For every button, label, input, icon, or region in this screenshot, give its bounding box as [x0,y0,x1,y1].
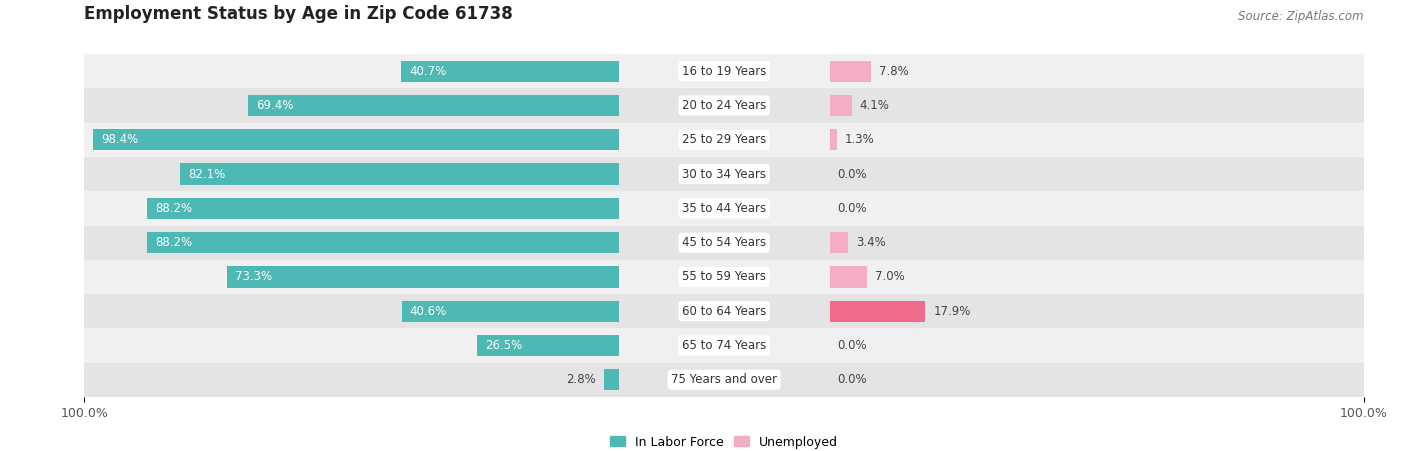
Bar [619,260,830,294]
Text: 0.0%: 0.0% [838,168,868,180]
Bar [830,129,837,151]
Bar [226,266,619,288]
Bar [84,226,619,260]
Bar [84,363,619,397]
Bar [84,123,619,157]
Text: 7.0%: 7.0% [875,271,905,283]
Text: 30 to 34 Years: 30 to 34 Years [682,168,766,180]
Bar [84,328,619,363]
Text: 26.5%: 26.5% [485,339,522,352]
Bar [401,60,619,82]
Text: 88.2%: 88.2% [156,202,193,215]
Bar [247,95,619,116]
Bar [477,335,619,356]
Text: Source: ZipAtlas.com: Source: ZipAtlas.com [1239,9,1364,23]
Bar [619,123,830,157]
Bar [619,294,830,328]
Text: 2.8%: 2.8% [565,373,596,386]
Bar [402,300,619,322]
Text: 1.3%: 1.3% [845,133,875,146]
Bar [84,157,619,191]
Bar [619,88,830,123]
Text: 82.1%: 82.1% [188,168,225,180]
Bar [830,266,868,288]
Bar [93,129,619,151]
Bar [84,54,619,88]
Text: 16 to 19 Years: 16 to 19 Years [682,65,766,78]
Text: 17.9%: 17.9% [934,305,970,318]
Bar [619,54,830,88]
Bar [830,191,1364,226]
Text: 73.3%: 73.3% [235,271,273,283]
Text: 40.6%: 40.6% [409,305,447,318]
Text: 40.7%: 40.7% [409,65,446,78]
Text: Employment Status by Age in Zip Code 61738: Employment Status by Age in Zip Code 617… [84,5,513,23]
Bar [830,232,848,253]
Bar [619,363,830,397]
Text: 45 to 54 Years: 45 to 54 Years [682,236,766,249]
Text: 4.1%: 4.1% [859,99,890,112]
Text: 98.4%: 98.4% [101,133,138,146]
Bar [830,328,1364,363]
Text: 65 to 74 Years: 65 to 74 Years [682,339,766,352]
Text: 69.4%: 69.4% [256,99,294,112]
Bar [84,88,619,123]
Bar [180,163,619,185]
Legend: In Labor Force, Unemployed: In Labor Force, Unemployed [605,431,844,451]
Bar [830,294,1364,328]
Bar [84,260,619,294]
Text: 55 to 59 Years: 55 to 59 Years [682,271,766,283]
Bar [830,54,1364,88]
Text: 0.0%: 0.0% [838,373,868,386]
Text: 0.0%: 0.0% [838,339,868,352]
Bar [830,300,925,322]
Bar [148,198,619,219]
Bar [619,226,830,260]
Text: 88.2%: 88.2% [156,236,193,249]
Bar [84,191,619,226]
Bar [830,60,872,82]
Bar [619,191,830,226]
Text: 0.0%: 0.0% [838,202,868,215]
Text: 60 to 64 Years: 60 to 64 Years [682,305,766,318]
Bar [619,328,830,363]
Bar [830,95,852,116]
Text: 25 to 29 Years: 25 to 29 Years [682,133,766,146]
Bar [603,369,619,391]
Text: 20 to 24 Years: 20 to 24 Years [682,99,766,112]
Bar [830,123,1364,157]
Bar [830,88,1364,123]
Text: 7.8%: 7.8% [879,65,910,78]
Bar [830,260,1364,294]
Bar [619,157,830,191]
Text: 75 Years and over: 75 Years and over [671,373,778,386]
Bar [830,226,1364,260]
Bar [830,363,1364,397]
Bar [84,294,619,328]
Bar [148,232,619,253]
Bar [830,157,1364,191]
Text: 3.4%: 3.4% [856,236,886,249]
Text: 35 to 44 Years: 35 to 44 Years [682,202,766,215]
